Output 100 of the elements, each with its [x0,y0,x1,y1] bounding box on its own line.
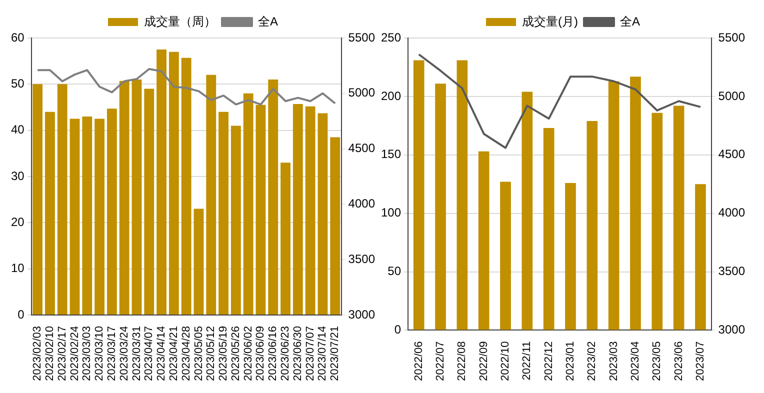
bar [94,118,104,314]
x-tick-label: 2023/07/14 [316,326,329,382]
x-tick-label: 2022/09 [478,341,490,382]
bar [280,162,290,314]
bar [119,80,130,314]
y-tick-label: 50 [10,76,25,90]
x-tick-label: 2023/02/03 [32,326,44,382]
x-tick-label: 2023/05/05 [192,326,205,382]
x-tick-label: 2023/03/17 [106,326,118,382]
y2-tick-label: 4000 [348,196,376,210]
bar [268,80,278,314]
x-tick-label: 2023/02/10 [44,326,56,382]
y-tick-label: 150 [380,147,402,162]
x-tick-label: 2023/02/17 [56,326,68,382]
x-tick-label: 2023/04/07 [143,326,156,382]
bar [413,60,424,330]
y2-tick-label: 5000 [718,88,746,103]
y-tick-label: 200 [380,88,402,103]
x-tick-label: 2022/12 [542,341,555,382]
y-tick-label: 40 [10,122,25,137]
x-tick-label: 2023/02/24 [68,326,81,382]
bar [156,50,166,314]
x-tick-label: 2023/05/19 [218,326,230,382]
bar [218,112,228,314]
legend-label: 成交量（周） [144,14,216,28]
x-tick-label: 2023/06 [672,341,685,382]
x-tick-label: 2023/07 [694,341,707,382]
x-tick-label: 2023/03 [608,341,620,382]
bar [70,118,80,314]
x-tick-label: 2023/06/09 [254,326,267,382]
x-tick-label: 2023/05/12 [205,326,218,382]
bar [256,104,266,314]
bar [82,116,92,314]
y-tick-label: 0 [394,322,402,337]
x-tick-label: 2023/03/31 [130,326,143,382]
bar [565,182,576,330]
x-tick-label: 2023/01 [564,341,577,382]
legend-label: 全A [620,14,640,28]
bar [543,128,554,330]
x-tick-label: 2023/06/02 [242,326,254,382]
x-tick-label: 2023/07/07 [304,326,316,382]
bar [230,126,241,314]
x-tick-label: 2022/10 [500,341,512,382]
legend-label: 成交量(月) [522,14,578,28]
y2-tick-label: 5000 [348,86,376,100]
bar [522,92,533,330]
bar [206,74,216,314]
y2-tick-label: 5500 [718,30,746,44]
y-tick-label: 60 [10,30,25,44]
y2-tick-label: 4500 [718,147,746,162]
y-tick-label: 50 [388,264,402,278]
x-tick-label: 2023/06/16 [267,326,280,382]
bar [194,208,204,314]
x-tick-label: 2023/05 [651,341,664,382]
y-tick-label: 100 [380,206,402,220]
bar [132,80,142,314]
bar [456,60,468,330]
x-tick-label: 2023/04/28 [180,326,192,382]
x-tick-label: 2023/02 [586,341,598,382]
bar [630,76,641,330]
y-tick-label: 0 [18,307,25,322]
x-tick-label: 2023/03/03 [81,326,94,382]
y-tick-label: 30 [10,168,25,183]
y2-tick-label: 3500 [718,264,746,278]
x-tick-label: 2023/03/10 [94,326,106,382]
y2-tick-label: 5500 [348,30,376,44]
bar [44,112,55,314]
bar [106,108,117,314]
y2-tick-label: 3000 [348,307,376,322]
y-tick-label: 250 [380,30,402,44]
y2-tick-label: 3000 [718,322,746,337]
bar [478,151,490,330]
bar [292,104,303,314]
bar [586,120,598,330]
bar [144,88,154,314]
y2-tick-label: 3500 [348,252,376,266]
x-tick-label: 2022/08 [456,341,468,382]
y2-tick-label: 4000 [718,206,746,220]
x-tick-label: 2023/03/24 [118,326,130,382]
bar [305,106,316,314]
bar [695,184,706,330]
x-tick-label: 2023/05/26 [230,326,242,382]
x-tick-label: 2023/04 [630,341,642,382]
x-tick-label: 2022/11 [521,341,534,380]
bar [243,93,254,314]
x-tick-label: 2023/06/23 [280,326,292,382]
bar [32,84,43,314]
bar [168,52,179,314]
x-tick-label: 2023/04/21 [168,326,180,382]
x-tick-label: 2022/07 [434,341,447,382]
bar [330,137,340,314]
bar [673,106,684,330]
y-tick-label: 20 [10,214,25,229]
y2-tick-label: 4500 [348,141,376,156]
bar [500,182,511,330]
x-tick-label: 2023/06/30 [292,326,304,382]
x-tick-label: 2023/04/14 [156,326,168,382]
x-tick-label: 2023/07/21 [329,326,342,382]
x-tick-label: 2022/06 [412,341,425,382]
bar [181,58,192,314]
